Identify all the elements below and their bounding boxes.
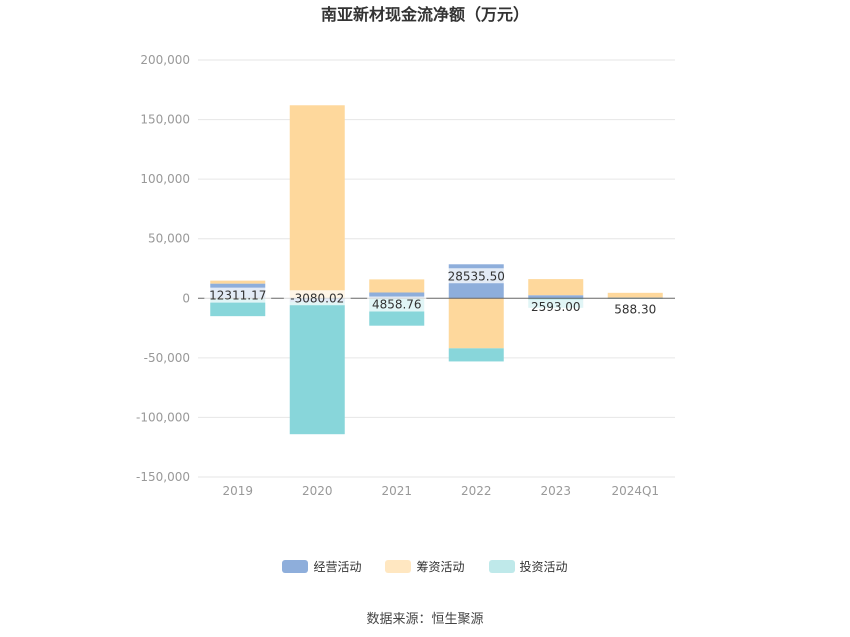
- data-label-bg: [526, 299, 586, 315]
- data-label-bg: [609, 301, 662, 317]
- data-source: 数据来源：恒生聚源: [366, 612, 484, 627]
- legend-swatch-investing: [488, 560, 515, 573]
- x-tick-label: 2020: [302, 484, 333, 498]
- bar-financing-2020[interactable]: [289, 105, 345, 299]
- x-tick-label: 2023: [540, 484, 571, 498]
- legend-item-financing[interactable]: 筹资活动: [385, 558, 465, 575]
- y-tick-label: 0: [182, 291, 190, 305]
- y-tick-label: -150,000: [136, 470, 190, 484]
- legend-item-investing[interactable]: 投资活动: [488, 558, 568, 575]
- legend-swatch-operating: [282, 560, 309, 573]
- legend: 经营活动 筹资活动 投资活动: [0, 558, 850, 575]
- x-tick-label: 2022: [461, 484, 492, 498]
- x-tick-label: 2021: [381, 484, 412, 498]
- bar-investing-2020[interactable]: [289, 301, 345, 435]
- bar-investing-2019[interactable]: [210, 298, 266, 317]
- data-label-bg: [442, 268, 510, 284]
- bar-financing-2023[interactable]: [528, 279, 584, 296]
- data-label-bg: [204, 287, 272, 303]
- data-label-operating: -3080.02: [290, 291, 344, 305]
- y-tick-label: 200,000: [140, 53, 190, 67]
- bar-operating-2023[interactable]: [528, 295, 584, 299]
- data-label-operating: 28535.50: [448, 269, 505, 283]
- bar-financing-2022[interactable]: [448, 298, 504, 349]
- data-label-operating: 2593.00: [531, 300, 581, 314]
- legend-label-financing: 筹资活动: [416, 560, 465, 574]
- chart-title: 南亚新材现金流净额（万元）: [321, 5, 529, 24]
- data-label-operating: 12311.17: [209, 289, 266, 303]
- bar-financing-2021[interactable]: [369, 279, 425, 293]
- data-label-bg: [283, 290, 351, 306]
- bar-operating-2021[interactable]: [369, 292, 425, 299]
- y-tick-label: 150,000: [140, 113, 190, 127]
- x-tick-label: 2024Q1: [611, 484, 659, 498]
- data-label-bg: [367, 296, 427, 312]
- data-label-operating: 4858.76: [372, 297, 422, 311]
- cashflow-chart: 南亚新材现金流净额（万元） -150,000 -100,000 -50,000 0 50…: [136, 5, 675, 498]
- data-label-operating: 588.30: [614, 303, 656, 317]
- bar-financing-2024Q1[interactable]: [607, 292, 663, 298]
- y-tick-label: -100,000: [136, 410, 190, 424]
- legend-item-operating[interactable]: 经营活动: [282, 558, 361, 575]
- y-tick-label: -50,000: [144, 351, 190, 365]
- bar-financing-2019[interactable]: [210, 280, 266, 284]
- y-tick-label: 100,000: [140, 172, 190, 186]
- legend-swatch-financing: [385, 560, 412, 573]
- legend-label-operating: 经营活动: [313, 560, 362, 574]
- x-tick-label: 2019: [222, 484, 253, 498]
- y-tick-label: 50,000: [148, 232, 190, 246]
- bar-investing-2022[interactable]: [448, 348, 504, 362]
- legend-label-investing: 投资活动: [519, 560, 568, 574]
